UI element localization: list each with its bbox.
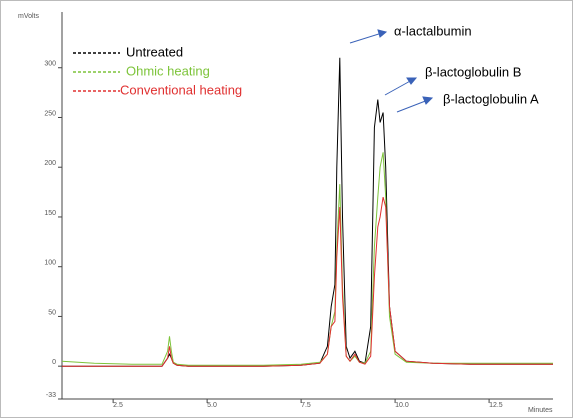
x-axis-label: Minutes [528,407,553,414]
y-tick-label: 0 [52,359,56,366]
y-tick-label: 100 [44,260,56,267]
annotation: β-lactoglobulin B [425,64,521,79]
x-tick-label: 7.5 [301,402,311,409]
series-line [62,196,553,367]
legend-label: Conventional heating [120,82,242,97]
annotation: β-lactoglobulin A [443,91,539,106]
y-tick-label: 250 [44,110,56,117]
x-tick-label: 10.0 [395,402,409,409]
y-tick-label: 300 [44,61,56,68]
y-tick-label: 50 [48,309,56,316]
y-tick-label: 150 [44,210,56,217]
legend-label: Ohmic heating [126,63,210,78]
annotation: α-lactalbumin [394,23,472,38]
x-tick-label: 2.5 [113,402,123,409]
y-tick-label: -33 [46,392,56,399]
arrows [349,29,434,113]
y-axis-label: mVolts [18,13,40,20]
legend-label: Untreated [126,44,183,59]
x-tick-label: 12.5 [489,402,503,409]
y-tick-label: 200 [44,160,56,167]
x-tick-label: 5.0 [207,402,217,409]
